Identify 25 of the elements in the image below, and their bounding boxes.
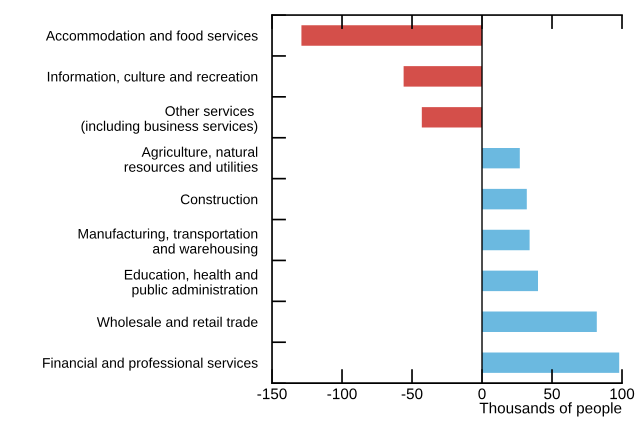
y-tick-label: Education, health and public administration bbox=[124, 269, 258, 298]
y-tick-label: Information, culture and recreation bbox=[48, 71, 258, 84]
bar bbox=[301, 25, 482, 46]
x-axis-title: Thousands of people bbox=[480, 402, 622, 416]
y-tick-label: Construction bbox=[180, 194, 258, 204]
x-tick-label: 50 bbox=[544, 388, 560, 400]
bar bbox=[482, 312, 597, 332]
x-tick-label: 0 bbox=[478, 388, 486, 400]
y-tick-label: Agriculture, natural resources and utilities bbox=[124, 146, 258, 172]
y-tick-label: Manufacturing, transportation and warehousing bbox=[78, 228, 258, 256]
y-tick-label: Financial and professional services bbox=[43, 358, 258, 371]
x-tick-label: -150 bbox=[257, 388, 287, 400]
bar bbox=[404, 66, 482, 87]
y-tick-label: Other services (including business services) bbox=[81, 106, 258, 134]
y-tick-label: Accommodation and food services bbox=[46, 30, 258, 41]
x-tick-label: 100 bbox=[610, 388, 634, 400]
bar bbox=[482, 148, 520, 168]
bar bbox=[482, 270, 538, 292]
y-tick-label: Wholesale and retail trade bbox=[96, 316, 258, 327]
bar bbox=[482, 188, 527, 210]
x-tick-label: -50 bbox=[402, 388, 422, 400]
x-tick-label: -100 bbox=[327, 388, 357, 400]
bar bbox=[482, 352, 620, 373]
bar bbox=[482, 230, 530, 250]
bar bbox=[422, 107, 482, 128]
